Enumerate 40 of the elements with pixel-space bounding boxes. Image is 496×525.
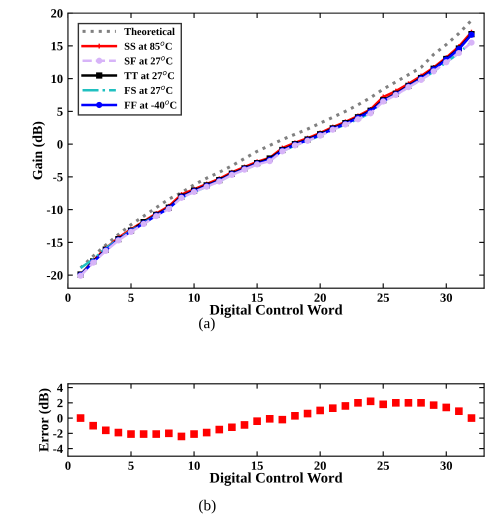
legend-label: SS at 85$^{o}$C <box>124 42 172 50</box>
x-tick-label: 30 <box>440 461 452 470</box>
x-tick-label: 0 <box>65 293 71 302</box>
x-tick-label: 0 <box>65 461 71 470</box>
y-tick-label: -2 <box>53 429 63 438</box>
y-tick-label: 0 <box>57 140 63 149</box>
legend-label: FS at 27$^{o}$C <box>124 86 172 94</box>
text: (b) <box>199 500 216 514</box>
legend-label: Theoretical <box>124 28 175 36</box>
y-tick-label: -10 <box>46 206 63 214</box>
text: (a) <box>199 318 215 332</box>
x-tick-label: 25 <box>377 461 390 470</box>
x-tick-label: 5 <box>128 294 134 302</box>
x-tick-label: 10 <box>188 293 200 302</box>
x-tick-label: 30 <box>440 293 452 302</box>
y-tick-label: 20 <box>51 9 63 18</box>
x-tick-label: 15 <box>252 462 263 470</box>
x-axis-title: Digital Control Word <box>210 304 342 318</box>
y-tick-label: 5 <box>57 108 63 116</box>
x-tick-label: 10 <box>188 461 200 470</box>
x-tick-label: 5 <box>128 462 134 470</box>
y-tick-label: 2 <box>57 398 63 408</box>
y-tick-label: -5 <box>53 173 63 182</box>
y-tick-label: 10 <box>52 74 63 84</box>
y-tick-label: 0 <box>57 414 63 423</box>
y-axis-title: Gain (dB) <box>32 122 46 180</box>
x-tick-label: 20 <box>314 293 326 302</box>
legend-label: TT at 27$^{o}$C <box>124 71 174 80</box>
x-tick-label: 25 <box>377 293 390 302</box>
x-tick-label: 15 <box>252 294 263 302</box>
y-tick-label: 4 <box>57 384 63 392</box>
y-tick-label: -4 <box>53 444 63 453</box>
x-tick-label: 20 <box>314 461 326 470</box>
legend-label: SF at 27$^{o}$C <box>124 56 172 64</box>
legend-label: FF at -40$^{o}$C <box>124 100 176 109</box>
y-tick-label: -20 <box>46 271 63 280</box>
y-tick-label: 15 <box>52 42 63 50</box>
y-axis-title: Error (dB) <box>38 388 52 452</box>
y-tick-label: -15 <box>46 238 63 247</box>
x-axis-title: Digital Control Word <box>210 472 342 486</box>
